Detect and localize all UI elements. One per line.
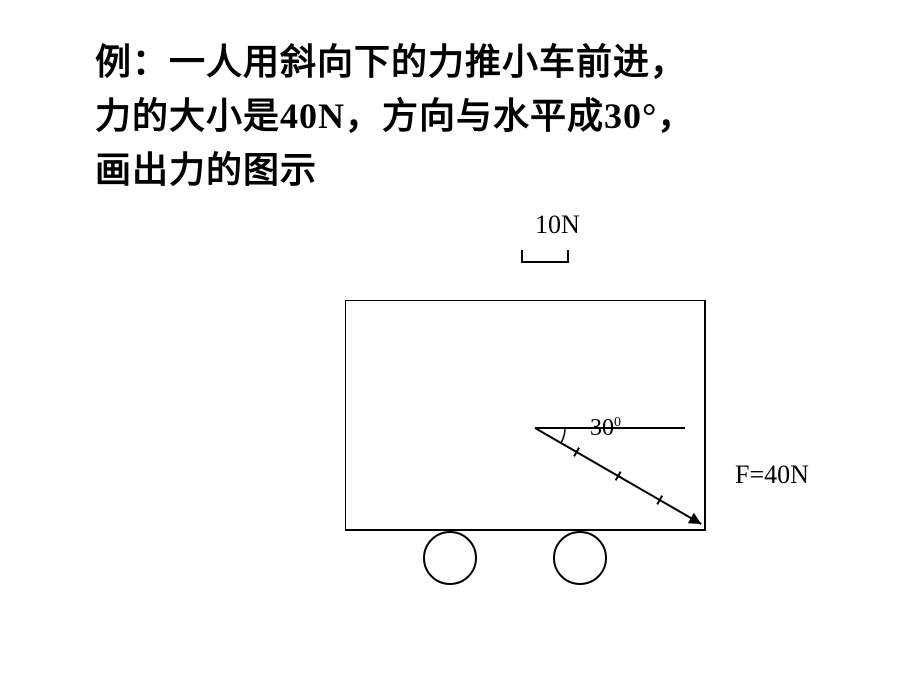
force-vector xyxy=(535,428,701,524)
problem-line-1: 例：一人用斜向下的力推小车前进， xyxy=(95,35,694,89)
angle-arc xyxy=(561,428,565,443)
problem-line-3: 画出力的图示 xyxy=(95,143,694,197)
cart-wheel-1 xyxy=(424,532,476,584)
angle-label: 300 xyxy=(590,415,621,442)
problem-statement: 例：一人用斜向下的力推小车前进， 力的大小是40N，方向与水平成30°， 画出力… xyxy=(95,35,694,197)
cart-force-diagram xyxy=(345,300,765,610)
scale-bracket-icon xyxy=(520,248,580,268)
cart-wheel-2 xyxy=(554,532,606,584)
scale-label: 10N xyxy=(535,210,580,240)
problem-line-2: 力的大小是40N，方向与水平成30°， xyxy=(95,89,694,143)
force-magnitude-label: F=40N xyxy=(735,460,809,490)
